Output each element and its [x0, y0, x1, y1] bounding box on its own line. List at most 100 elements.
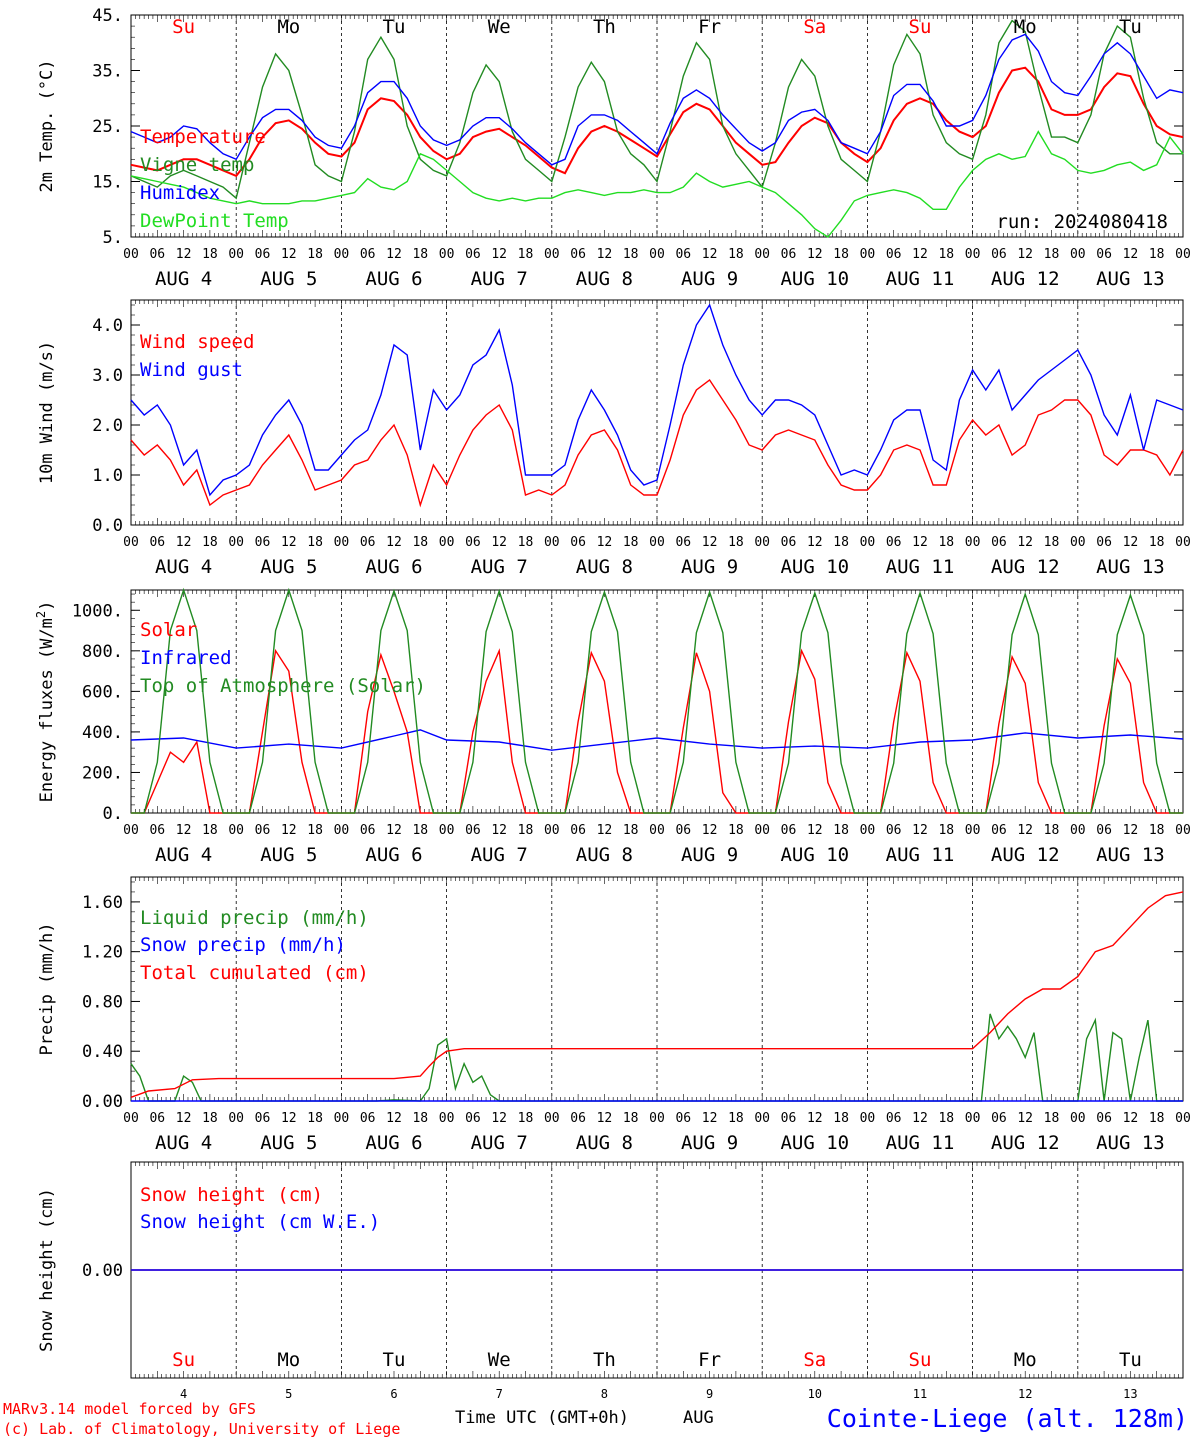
panel-frame — [130, 589, 1184, 814]
x-hour-label: 06 — [570, 535, 586, 550]
x-hour-label: 12 — [1123, 823, 1139, 838]
y-tick-label: 1.0 — [92, 466, 123, 486]
x-hour-label: 00 — [228, 535, 244, 550]
x-hour-label: 06 — [255, 247, 271, 262]
x-date-label: AUG 8 — [576, 844, 633, 866]
x-hour-label: 06 — [255, 1111, 271, 1126]
day-number-label: 9 — [706, 1387, 713, 1401]
x-hour-label: 00 — [965, 535, 981, 550]
dow-label-top: Mo — [1014, 16, 1037, 38]
dow-label-bottom: Mo — [277, 1349, 300, 1371]
dow-label-top: Su — [909, 16, 932, 38]
x-hour-label: 06 — [149, 1111, 165, 1126]
x-date-label: AUG 7 — [471, 556, 528, 578]
x-hour-label: 06 — [255, 823, 271, 838]
x-hour-label: 06 — [360, 247, 376, 262]
x-date-label: AUG 13 — [1096, 1132, 1165, 1154]
x-hour-label: 06 — [360, 1111, 376, 1126]
legend-entry: Top of Atmosphere (Solar) — [140, 675, 426, 697]
x-hour-label: 12 — [597, 1111, 613, 1126]
series-line — [130, 19, 1183, 200]
legend-entry: Snow height (cm) — [140, 1184, 323, 1206]
x-hour-label: 06 — [465, 535, 481, 550]
x-hour-label: 12 — [1017, 535, 1033, 550]
dow-label-top: Mo — [277, 16, 300, 38]
x-hour-label: 00 — [649, 1111, 665, 1126]
x-hour-label: 18 — [938, 535, 954, 550]
y-axis-label: 10m Wind (m/s) — [37, 341, 57, 484]
day-number-label: 13 — [1123, 1387, 1137, 1401]
x-hour-label: 18 — [412, 1111, 428, 1126]
x-hour-label: 00 — [754, 1111, 770, 1126]
x-date-label: AUG 10 — [780, 1132, 849, 1154]
x-hour-label: 06 — [675, 823, 691, 838]
y-axis-label: Snow height (cm) — [37, 1188, 57, 1352]
x-hour-label: 06 — [886, 247, 902, 262]
x-hour-label: 18 — [938, 1111, 954, 1126]
x-hour-label: 06 — [1096, 823, 1112, 838]
x-date-label: AUG 12 — [991, 268, 1060, 290]
legend-entry: Liquid precip (mm/h) — [140, 907, 369, 929]
x-hour-label: 12 — [176, 1111, 192, 1126]
x-date-label: AUG 11 — [886, 844, 955, 866]
day-number-label: 5 — [285, 1387, 292, 1401]
x-hour-label: 06 — [149, 535, 165, 550]
panel-4: 0.00 0.40 0.80 1.20 1.60 Precip (mm/h) Liquid … — [37, 876, 1191, 1154]
x-hour-label: 06 — [886, 535, 902, 550]
x-hour-label: 00 — [1175, 1111, 1191, 1126]
x-hour-label: 06 — [149, 823, 165, 838]
x-hour-label: 00 — [965, 823, 981, 838]
x-date-label: AUG 10 — [780, 556, 849, 578]
x-hour-label: 18 — [938, 247, 954, 262]
legend-entry: Infrared — [140, 647, 232, 669]
x-hour-label: 18 — [623, 1111, 639, 1126]
day-number-label: 7 — [496, 1387, 503, 1401]
x-hour-label: 12 — [1017, 823, 1033, 838]
x-hour-label: 00 — [544, 535, 560, 550]
x-hour-label: 12 — [702, 247, 718, 262]
day-number-label: 6 — [390, 1387, 397, 1401]
footer-time-axis-label: Time UTC (GMT+0h) — [455, 1408, 629, 1428]
x-hour-label: 18 — [1044, 1111, 1060, 1126]
x-hour-label: 12 — [386, 247, 402, 262]
y-axis-label-superscript: 2 — [34, 611, 48, 618]
series-line — [130, 378, 1184, 508]
x-hour-label: 18 — [623, 823, 639, 838]
legend-entry: Wind gust — [140, 359, 243, 381]
x-hour-label: 00 — [544, 1111, 560, 1126]
x-date-label: AUG 7 — [471, 844, 528, 866]
y-tick-label: 1.20 — [82, 943, 123, 963]
dow-label-top: Tu — [1119, 16, 1142, 38]
dow-label-bottom: Mo — [1014, 1349, 1037, 1371]
x-hour-label: 06 — [570, 1111, 586, 1126]
x-hour-label: 18 — [307, 247, 323, 262]
x-hour-label: 18 — [1149, 823, 1165, 838]
x-hour-label: 06 — [360, 535, 376, 550]
x-date-label: AUG 5 — [260, 268, 317, 290]
y-tick-label: 2.0 — [92, 416, 123, 436]
x-hour-label: 06 — [360, 823, 376, 838]
footer-month-label: AUG — [683, 1408, 714, 1428]
x-hour-label: 18 — [833, 1111, 849, 1126]
x-hour-label: 12 — [702, 823, 718, 838]
x-hour-label: 06 — [149, 247, 165, 262]
x-hour-label: 00 — [1175, 535, 1191, 550]
x-hour-label: 06 — [465, 823, 481, 838]
x-hour-label: 12 — [807, 247, 823, 262]
x-date-label: AUG 6 — [365, 1132, 422, 1154]
x-hour-label: 00 — [649, 247, 665, 262]
dow-label-top: Th — [593, 16, 616, 38]
x-hour-label: 00 — [754, 535, 770, 550]
x-hour-label: 12 — [1017, 1111, 1033, 1126]
panel-5: 0.00 Snow height (cm) Snow height (cm) Snow… — [37, 1161, 1184, 1379]
x-hour-label: 18 — [518, 535, 534, 550]
y-tick-label: 15. — [92, 173, 123, 193]
y-axis-label-close: ) — [37, 601, 57, 611]
y-tick-label: 4.0 — [92, 316, 123, 336]
x-hour-label: 12 — [1123, 247, 1139, 262]
x-date-label: AUG 4 — [155, 556, 212, 578]
dow-label-bottom: Su — [909, 1349, 932, 1371]
x-date-label: AUG 9 — [681, 1132, 738, 1154]
x-date-label: AUG 6 — [365, 556, 422, 578]
x-date-label: AUG 4 — [155, 844, 212, 866]
